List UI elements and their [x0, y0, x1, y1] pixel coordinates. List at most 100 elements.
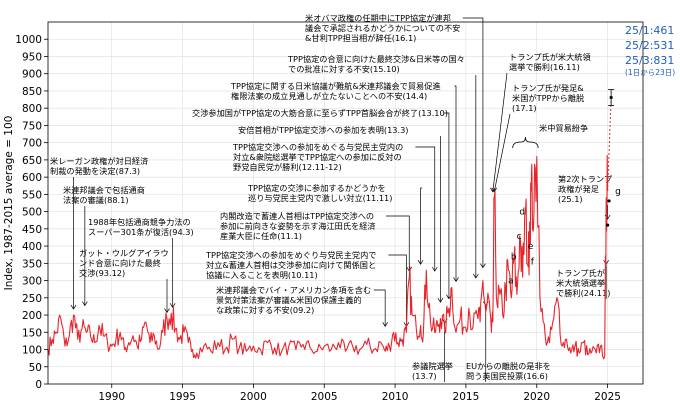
annotation-arrowhead-a21	[164, 308, 170, 314]
annotation-leader-a03	[454, 85, 457, 282]
annotation-text-a09-2: 協議に入ることを表明(10.11)	[206, 270, 318, 280]
annotation-a15: 米中貿易紛争	[539, 123, 588, 133]
annotation-arrowhead-a07	[417, 260, 424, 265]
annotation-text-a14-1: 米国がTPPから離脱	[512, 93, 584, 103]
x-tick-label-0: 1990	[98, 391, 125, 403]
point-letter-d: d	[519, 208, 525, 218]
x-axis: 1990 1995 2000 2005 2010 2015 2020 2025	[98, 384, 621, 403]
y-tick-label-6: 300	[22, 276, 42, 288]
annotation-text-a08-2: 産業大臣に任命(11.1)	[220, 231, 302, 241]
annotation-text-a06-2: 野党自民党が勝利(12.11-12)	[233, 162, 342, 172]
y-tick-label-19: 950	[22, 51, 42, 63]
annotation-a05: 安倍首相がTPP協定交渉への参加を表明(13.3)	[238, 125, 444, 303]
annotation-leader-a09	[388, 254, 407, 327]
annotation-text-a01-0: 米オバマ政権の任期中にTPP協定が連邦	[305, 13, 451, 23]
annotation-arrowhead-a05	[437, 297, 444, 303]
annotation-text-a10-1: 景気対策法案が審議&米国の保護主義的	[216, 295, 362, 305]
annotation-text-a15-0: 米中貿易紛争	[539, 123, 588, 133]
annotation-text-a01-2: &甘利TPP担当相が辞任(16.1)	[305, 33, 416, 43]
y-tick-label-11: 550	[22, 189, 42, 201]
y-tick-label-18: 900	[22, 69, 42, 81]
x-tick-label-3: 2005	[311, 391, 338, 403]
annotation-leader-a10	[373, 289, 386, 327]
series-line	[47, 155, 609, 360]
recent-value-0: 25/1:461	[625, 24, 674, 37]
annotation-text-a06-0: TPP協定交渉への参加をめぐる与党民主党内の	[232, 142, 403, 152]
annotation-text-a07-0: TPP協定の交渉に参加するかどうかを	[247, 183, 386, 193]
y-tick-label-17: 850	[22, 86, 42, 98]
annotation-a06: TPP協定交渉への参加をめぐる与党民主党内の対立&衆院総選挙でTPP協定への参加…	[232, 142, 438, 272]
y-tick-label-8: 400	[22, 241, 42, 253]
y-tick-label-4: 200	[22, 310, 42, 322]
annotation-text-a20-1: スーパー301条が復活(94.3)	[88, 227, 194, 237]
y-tick-label-13: 650	[22, 155, 42, 167]
y-tick-label-9: 450	[22, 224, 42, 236]
annotation-text-a08-1: 参加に前向きな姿勢を示す海江田氏を経済	[220, 221, 376, 231]
recent-value-1: 25/2:531	[625, 39, 674, 52]
trade-war-brace	[512, 136, 539, 149]
annotation-text-a09-0: TPP協定交渉への参加をめぐり与党民主党内で	[205, 250, 376, 260]
y-tick-label-16: 800	[22, 103, 42, 115]
annotation-text-a12-1: 問う英国民投票(16.6)	[466, 371, 548, 381]
x-tick-label-4: 2010	[382, 391, 409, 403]
annotation-text-a13-0: トランプ氏が米大統領	[509, 52, 591, 62]
annotation-text-a16-0: 第2次トランプ	[558, 174, 613, 184]
point-letter-e: e	[528, 242, 534, 252]
annotation-text-a03-0: TPP協定に関する日米協議が難航&米連邦議会で貿易促進	[230, 81, 441, 91]
y-tick-label-12: 600	[22, 172, 42, 184]
annotation-text-a16-2: (25.1)	[558, 194, 583, 204]
annotation-leader-a04	[444, 112, 450, 299]
point-letters: a bc d ef g	[508, 187, 621, 287]
annotation-arrowhead-a20	[169, 303, 176, 308]
annotation-arrowhead-a14	[491, 187, 498, 193]
dotted-extension-line	[607, 97, 612, 191]
gridlines	[48, 22, 643, 385]
annotation-text-a10-0: 米連邦議会でバイ・アメリカン条項を含む	[216, 285, 371, 295]
annotation-text-a01-1: 議会で承認されるかどうかについての不安	[305, 23, 460, 33]
annotation-arrowhead-a18	[70, 304, 77, 310]
annotation-text-a21-1: ンド合意に向けた最終	[79, 258, 161, 268]
plot-area-background	[48, 22, 643, 384]
annotation-arrowhead-a03	[453, 277, 459, 283]
annotation-text-a06-1: 対立&衆院総選挙でTPP協定への参加に反対の	[233, 152, 402, 162]
annotation-a01: 米オバマ政権の任期中にTPP協定が連邦議会で承認されるかどうかについての不安&甘…	[305, 13, 486, 269]
annotation-a14: トランプ氏が発足&米国がTPPから離脱(17.1)	[491, 83, 584, 193]
annotation-text-a17-2: で勝利(24.11)	[556, 288, 610, 298]
annotation-text-a18-0: 米レーガン政権が対日経済	[50, 156, 148, 166]
annotation-text-a14-0: トランプ氏が発足&	[512, 83, 584, 93]
annotation-text-a07-1: 巡り与党民主党内で激しい対立(11.11)	[248, 193, 392, 203]
annotation-arrowhead-a02	[473, 273, 479, 279]
annotations: 米オバマ政権の任期中にTPP協定が連邦議会で承認されるかどうかについての不安&甘…	[50, 13, 613, 382]
y-tick-label-2: 100	[22, 345, 42, 357]
x-tick-label-1: 1995	[169, 391, 196, 403]
annotation-text-a09-1: 対立&蓄連人首相は交渉参加に向けて関係国と	[206, 260, 376, 270]
recent-points	[605, 89, 615, 227]
y-axis-label: Index, 1987-2015 average = 100	[3, 116, 15, 291]
annotation-text-a11-0: 参議院選挙	[412, 361, 453, 371]
annotation-text-a19-0: 米連邦議会で包括通商	[63, 185, 145, 195]
y-tick-label-1: 50	[29, 362, 42, 374]
trade-war-brace-path	[512, 136, 539, 149]
recent-value-2: 25/3:831	[625, 54, 674, 67]
point-letter-g: g	[615, 187, 621, 197]
x-tick-label-6: 2020	[523, 391, 550, 403]
y-tick-label-7: 350	[22, 258, 42, 270]
annotation-arrowhead-a10	[382, 322, 388, 327]
annotation-text-a08-0: 内閣改造で蓄連人首相はTPP協定交渉への	[220, 211, 374, 221]
point-letter-f: f	[531, 258, 535, 268]
recent-values-legend: 25/1:461 25/2:531 25/3:831(1日から23日)	[625, 24, 675, 77]
annotation-text-a02-1: での批准に対する不安(15.10)	[288, 64, 400, 74]
annotation-text-a03-1: 権限法案の成立見通しが立たないことへの不安(14.4)	[231, 91, 427, 101]
annotation-text-a13-1: 選挙で勝利(16.11)	[509, 62, 580, 72]
point-letter-b: b	[511, 252, 517, 262]
annotation-arrowhead-a19	[82, 301, 88, 307]
annotation-leader-a14	[493, 113, 511, 192]
recent-point-0	[605, 223, 610, 227]
annotation-arrowhead-a06	[431, 266, 438, 272]
y-tick-label-14: 700	[22, 138, 42, 150]
annotation-text-a18-1: 制裁の発動を決定(87.3)	[50, 166, 140, 176]
y-tick-label-15: 750	[22, 120, 42, 132]
